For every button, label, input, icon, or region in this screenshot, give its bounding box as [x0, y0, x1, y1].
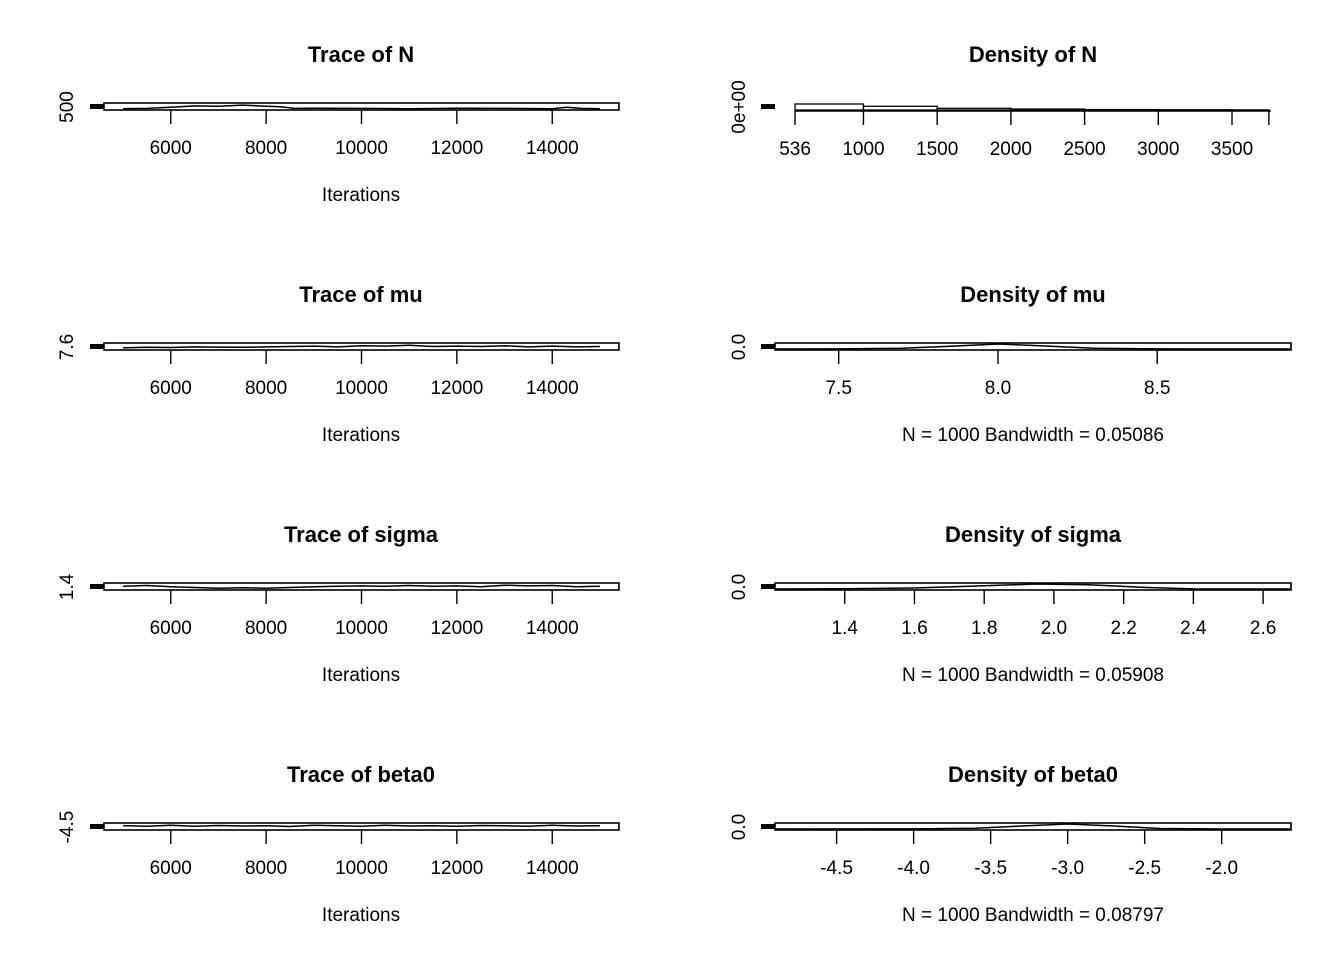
- chart-title: Trace of mu: [299, 282, 422, 307]
- x-tick-label: 7.5: [825, 378, 851, 399]
- chart-title: Trace of N: [308, 42, 414, 67]
- x-tick-label: -3.0: [1051, 858, 1084, 879]
- axis-marker: [90, 824, 104, 829]
- x-tick-label: 536: [779, 139, 811, 160]
- y-tick-label: 500: [57, 91, 78, 123]
- x-tick-label: 2.6: [1250, 618, 1276, 639]
- histogram-bar: [795, 104, 863, 110]
- x-tick-label: 14000: [526, 138, 579, 159]
- x-tick-label: 14000: [526, 378, 579, 399]
- x-tick-label: 8.0: [985, 378, 1011, 399]
- x-axis-label: Iterations: [322, 665, 400, 686]
- x-tick-label: 6000: [150, 618, 192, 639]
- y-tick-label: 0e+00: [729, 80, 750, 133]
- y-tick-label: 0.0: [729, 574, 750, 600]
- panel-density-of-mu: Density of mu 7.5 8.0 8.5 0.0 N = 1000 Bandwi…: [729, 282, 1291, 446]
- x-tick-label: 12000: [430, 858, 483, 879]
- x-tick-label: 2.0: [1041, 618, 1067, 639]
- y-tick-label: 0.0: [729, 334, 750, 360]
- x-tick-label: 2500: [1063, 139, 1105, 160]
- x-tick-label: 2.2: [1110, 618, 1136, 639]
- histogram-bar: [1011, 109, 1085, 110]
- x-tick-label: 12000: [430, 378, 483, 399]
- y-tick-label: 1.4: [57, 573, 78, 600]
- axis-marker: [90, 584, 104, 589]
- x-tick-label: 8000: [245, 858, 287, 879]
- x-tick-label: 6000: [150, 858, 192, 879]
- axis-marker: [761, 344, 775, 349]
- x-tick-label: 12000: [430, 138, 483, 159]
- chart-title: Density of N: [969, 42, 1097, 67]
- chart-title: Density of sigma: [945, 522, 1122, 547]
- axis-marker: [90, 344, 104, 349]
- x-tick-label: -4.5: [820, 858, 853, 879]
- x-tick-label: 12000: [430, 618, 483, 639]
- x-tick-label: -2.0: [1205, 858, 1238, 879]
- panel-trace-of-n: Trace of N 6000 8000 10000 12000 14000 500 Iter…: [57, 42, 619, 206]
- x-tick-label: 8000: [245, 138, 287, 159]
- x-tick-label: 8000: [245, 618, 287, 639]
- x-tick-label: 8000: [245, 378, 287, 399]
- panel-density-of-n: Density of N 536 1000 1500 2000 2500 3000 3500 0…: [729, 42, 1271, 160]
- y-tick-label: -4.5: [57, 811, 78, 844]
- y-tick-label: 7.6: [57, 334, 78, 360]
- chart-title: Trace of beta0: [287, 762, 435, 787]
- x-axis-label: Iterations: [322, 425, 400, 446]
- x-axis-label: N = 1000 Bandwidth = 0.05086: [902, 425, 1164, 446]
- x-tick-label: 6000: [150, 378, 192, 399]
- x-tick-label: 2.4: [1180, 618, 1207, 639]
- panel-trace-of-sigma: Trace of sigma 6000 8000 10000 12000 14000 1.4…: [57, 522, 619, 686]
- x-tick-label: 10000: [335, 138, 388, 159]
- x-tick-label: 1000: [842, 139, 884, 160]
- axis-marker: [761, 584, 775, 589]
- x-axis-label: Iterations: [322, 185, 400, 206]
- panel-trace-of-mu: Trace of mu 6000 8000 10000 12000 14000 7.6 Ite…: [57, 282, 619, 446]
- x-tick-label: -4.0: [897, 858, 930, 879]
- panel-trace-of-beta0: Trace of beta0 6000 8000 10000 12000 14000 -4.…: [57, 762, 619, 926]
- x-axis-label: Iterations: [322, 905, 400, 926]
- histogram-bar: [937, 108, 1011, 110]
- panel-density-of-beta0: Density of beta0 -4.5 -4.0 -3.5 -3.0 -2.5 -2.0…: [729, 762, 1291, 926]
- x-axis-label: N = 1000 Bandwidth = 0.08797: [902, 905, 1164, 926]
- histogram-bar: [863, 106, 937, 110]
- x-tick-label: -3.5: [974, 858, 1007, 879]
- x-tick-label: 1.4: [832, 618, 859, 639]
- x-tick-label: 8.5: [1144, 378, 1170, 399]
- panel-density-of-sigma: Density of sigma 1.4 1.6 1.8 2.0 2.2 2.4 2.6 0.0…: [729, 522, 1291, 686]
- x-tick-label: 3000: [1137, 139, 1179, 160]
- axis-marker: [90, 104, 104, 109]
- x-axis-label: N = 1000 Bandwidth = 0.05908: [902, 665, 1164, 686]
- x-tick-label: 10000: [335, 858, 388, 879]
- x-tick-label: 10000: [335, 378, 388, 399]
- x-tick-label: 1500: [916, 139, 958, 160]
- x-tick-label: 1.8: [971, 618, 997, 639]
- x-tick-label: -2.5: [1128, 858, 1161, 879]
- x-tick-label: 14000: [526, 618, 579, 639]
- x-tick-label: 14000: [526, 858, 579, 879]
- y-tick-label: 0.0: [729, 814, 750, 840]
- x-tick-label: 3500: [1211, 139, 1253, 160]
- x-tick-label: 2000: [990, 139, 1032, 160]
- chart-title: Density of beta0: [948, 762, 1118, 787]
- chart-title: Density of mu: [960, 282, 1105, 307]
- x-tick-label: 10000: [335, 618, 388, 639]
- axis-marker: [761, 824, 775, 829]
- chart-title: Trace of sigma: [284, 522, 439, 547]
- x-tick-label: 1.6: [901, 618, 927, 639]
- axis-marker: [761, 104, 775, 109]
- x-tick-label: 6000: [150, 138, 192, 159]
